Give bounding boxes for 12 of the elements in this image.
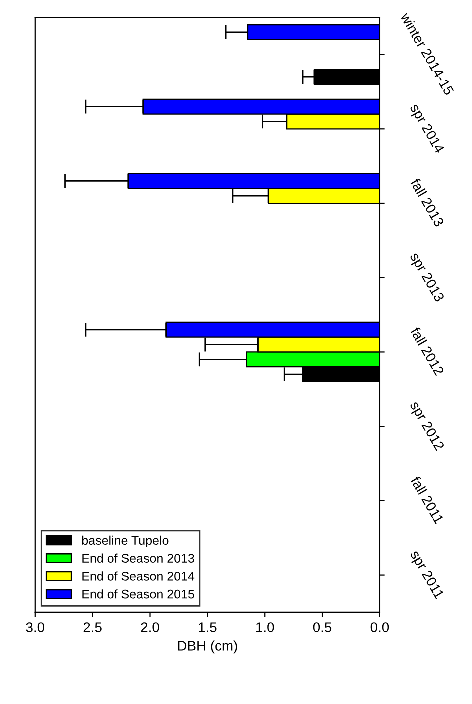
x-tick-label: 2.5 [84,622,102,632]
x-tick-label: 3.0 [26,622,45,632]
x-tick-label: 1.5 [199,622,217,632]
legend-label: End of Season 2015 [82,590,194,599]
legend-label: baseline Tupelo [82,536,169,548]
x-tick-label: 0.5 [313,622,332,632]
legend-label: End of Season 2014 [82,572,195,581]
x-tick-label: 2.0 [141,622,160,632]
legend-label: End of Season 2013 [82,554,194,563]
x-axis-title: DBH (cm) [178,640,238,654]
x-tick-label: 0.0 [370,622,390,632]
x-tick-label: 1.0 [256,622,274,632]
